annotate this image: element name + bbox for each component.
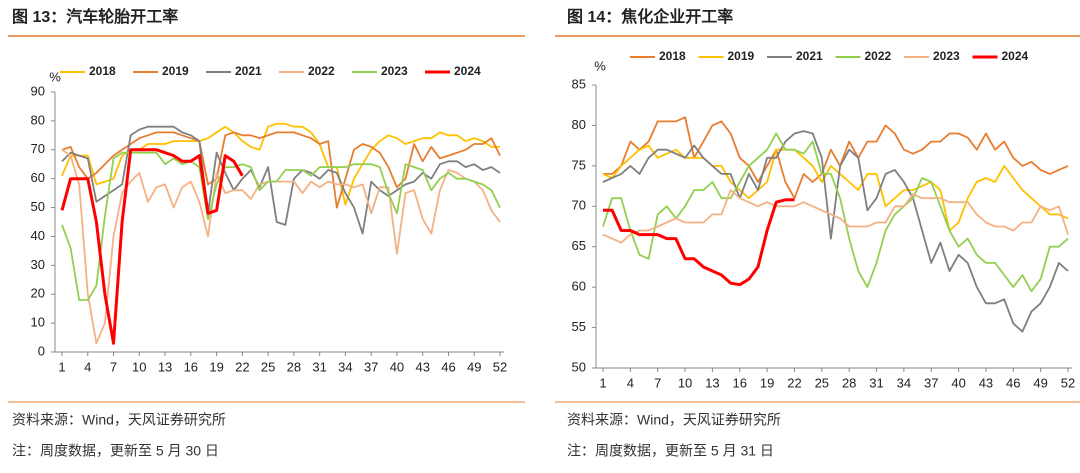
y-tick-label: 85 (572, 76, 586, 91)
x-tick-label: 31 (312, 359, 326, 374)
x-tick-label: 49 (1033, 375, 1047, 390)
legend-label: 2018 (659, 49, 686, 63)
x-tick-label: 25 (815, 375, 829, 390)
y-tick-label: 90 (31, 83, 45, 98)
y-tick-label: 20 (31, 286, 45, 301)
x-tick-label: 34 (897, 375, 911, 390)
x-tick-label: 34 (338, 359, 352, 374)
y-axis-label: % (594, 58, 606, 73)
x-tick-label: 37 (924, 375, 938, 390)
y-tick-label: 50 (31, 199, 45, 214)
series-line (602, 132, 1069, 293)
x-tick-label: 43 (415, 359, 429, 374)
x-tick-label: 22 (787, 375, 801, 390)
x-tick-label: 19 (760, 375, 774, 390)
legend-label: 2023 (381, 64, 408, 78)
source: 资料来源：Wind，天风证券研究所 (12, 412, 226, 428)
y-tick-label: 70 (31, 141, 45, 156)
x-tick-label: 7 (654, 375, 661, 390)
x-tick-label: 19 (209, 359, 223, 374)
legend-label: 2022 (308, 64, 335, 78)
series-line (603, 198, 795, 287)
legend-label: 2021 (796, 49, 823, 63)
y-tick-label: 80 (31, 112, 45, 127)
x-tick-label: 40 (390, 359, 404, 374)
x-tick-label: 43 (979, 375, 993, 390)
x-tick-label: 4 (627, 375, 634, 390)
note: 注：周度数据，更新至 5 月 30 日 (12, 443, 219, 459)
x-tick-label: 13 (158, 359, 172, 374)
x-tick-label: 49 (467, 359, 481, 374)
x-tick-label: 25 (261, 359, 275, 374)
y-tick-label: 50 (572, 359, 586, 374)
legend-label: 2019 (162, 64, 189, 78)
x-tick-label: 28 (842, 375, 856, 390)
x-tick-label: 16 (733, 375, 747, 390)
y-tick-label: 80 (572, 117, 586, 132)
legend-label: 2023 (933, 49, 960, 63)
series-line (603, 116, 1069, 200)
y-tick-label: 75 (572, 157, 586, 172)
chart-title: 图 14：焦化企业开工率 (567, 7, 733, 26)
x-tick-label: 10 (132, 359, 146, 374)
source: 资料来源：Wind，天风证券研究所 (567, 412, 781, 428)
y-tick-label: 55 (572, 319, 586, 334)
legend-label: 2018 (89, 64, 116, 78)
x-tick-label: 46 (1006, 375, 1020, 390)
x-tick-label: 1 (599, 375, 606, 390)
chart-title: 图 13：汽车轮胎开工率 (12, 7, 178, 26)
x-tick-label: 1 (58, 359, 65, 374)
series-line (602, 189, 1069, 244)
legend-label: 2024 (454, 64, 481, 78)
x-tick-label: 22 (235, 359, 249, 374)
x-tick-label: 28 (287, 359, 301, 374)
series-line (61, 149, 501, 345)
series-line (60, 148, 244, 345)
y-tick-label: 65 (572, 238, 586, 253)
y-tick-label: 10 (31, 315, 45, 330)
x-tick-label: 52 (1061, 375, 1075, 390)
y-tick-label: 40 (31, 228, 45, 243)
x-tick-label: 31 (869, 375, 883, 390)
x-tick-label: 37 (364, 359, 378, 374)
x-tick-label: 40 (951, 375, 965, 390)
x-tick-label: 7 (110, 359, 117, 374)
x-tick-label: 13 (705, 375, 719, 390)
x-tick-label: 46 (441, 359, 455, 374)
series-line (61, 131, 501, 209)
series-line (602, 144, 1069, 232)
y-axis-label: % (49, 69, 61, 84)
x-tick-label: 10 (678, 375, 692, 390)
note: 注：周度数据，更新至 5 月 31 日 (567, 443, 774, 459)
y-tick-label: 70 (572, 198, 586, 213)
legend-label: 2022 (865, 49, 892, 63)
x-tick-label: 16 (184, 359, 198, 374)
legend-label: 2021 (235, 64, 262, 78)
legend-label: 2019 (728, 49, 755, 63)
y-tick-label: 30 (31, 257, 45, 272)
series-line (602, 130, 1069, 333)
y-tick-label: 0 (38, 343, 45, 358)
y-tick-label: 60 (572, 279, 586, 294)
legend-label: 2024 (1002, 49, 1029, 63)
series-line (61, 151, 501, 301)
y-tick-label: 60 (31, 170, 45, 185)
x-tick-label: 52 (493, 359, 507, 374)
x-tick-label: 4 (84, 359, 91, 374)
series-line (61, 125, 501, 235)
